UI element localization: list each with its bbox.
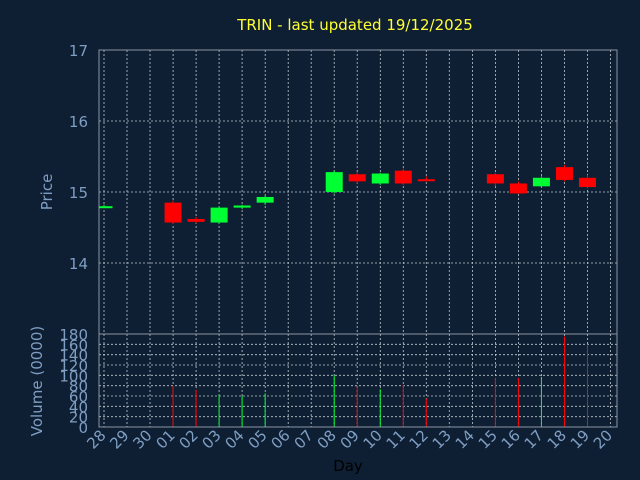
- volume-bars: [172, 336, 588, 427]
- candle-body: [555, 167, 573, 180]
- price-axis-label: Price: [38, 174, 56, 211]
- candle-body: [187, 218, 205, 222]
- candle-body: [348, 174, 366, 182]
- volume-plot-frame: [98, 333, 618, 428]
- price-tick-label: 17: [69, 42, 88, 60]
- candle-body: [578, 177, 596, 188]
- volume-tick-label: 20: [69, 409, 88, 427]
- volume-tick-label: 120: [59, 357, 88, 375]
- price-candles: [99, 165, 596, 224]
- x-tick-labels: 2829300102030405060708091011121314151617…: [83, 426, 616, 452]
- x-axis-label: Day: [333, 457, 363, 475]
- price-gridlines: [99, 49, 617, 334]
- volume-tick-label: 80: [69, 378, 88, 396]
- candle-body: [509, 183, 527, 194]
- candle-body: [256, 196, 274, 203]
- volume-tick-label: 0: [78, 419, 88, 437]
- volume-gridlines: [99, 333, 617, 428]
- volume-tick-label: 160: [59, 336, 88, 354]
- volume-tick-label: 180: [59, 326, 88, 344]
- volume-tick-label: 140: [59, 347, 88, 365]
- candle-body: [394, 170, 412, 184]
- price-tick-label: 16: [69, 113, 88, 131]
- volume-tick-label: 100: [59, 367, 88, 385]
- price-tick-label: 14: [69, 255, 88, 273]
- price-tick-labels: 14 15 16 17: [69, 42, 88, 273]
- volume-tick-label: 40: [69, 398, 88, 416]
- volume-axis-label: Volume (0000): [28, 326, 46, 436]
- candle-body: [210, 207, 228, 223]
- candle-body: [99, 206, 113, 209]
- price-panel: 14 15 16 17 Price: [38, 42, 618, 335]
- candle-body: [164, 202, 182, 223]
- candle-body: [486, 174, 504, 184]
- candle-body: [371, 173, 389, 184]
- candle-body: [233, 205, 251, 208]
- candle-body: [325, 172, 343, 192]
- volume-tick-label: 60: [69, 388, 88, 406]
- candle-body: [532, 177, 550, 187]
- price-tick-label: 15: [69, 184, 88, 202]
- x-tick-label: 20: [590, 426, 616, 452]
- candle-body: [417, 179, 435, 182]
- chart-title: TRIN - last updated 19/12/2025: [236, 16, 473, 34]
